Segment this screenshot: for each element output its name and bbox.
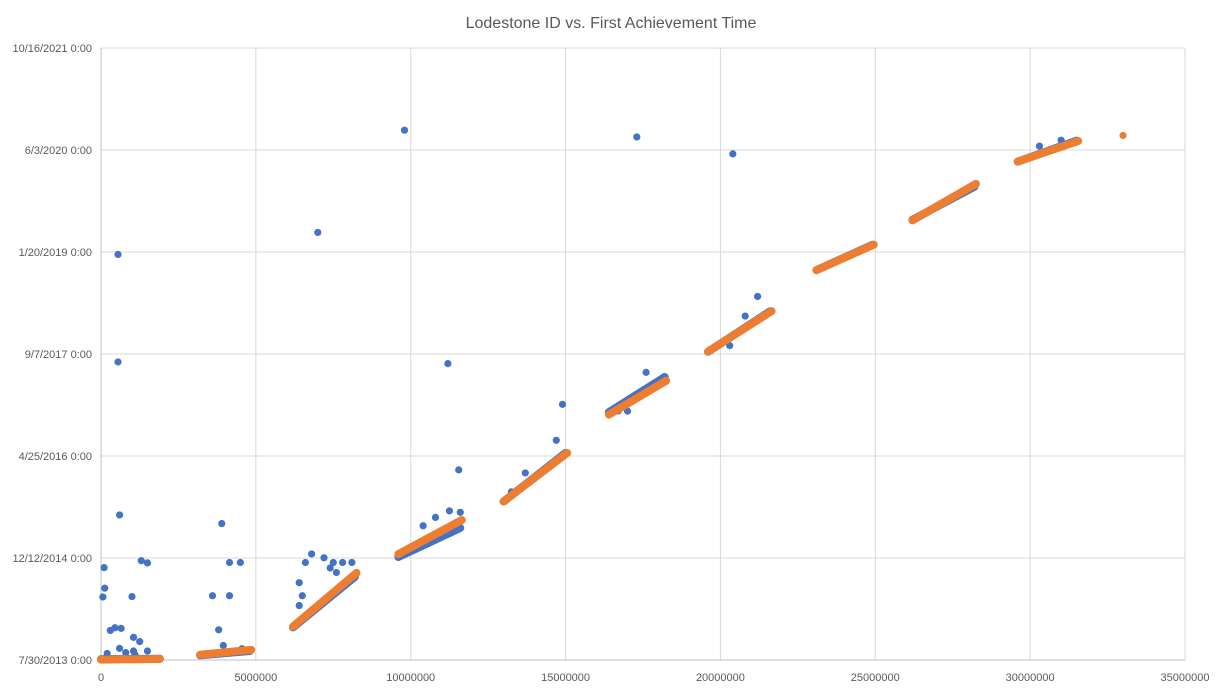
series-1-point	[236, 558, 244, 567]
chart-title: Lodestone ID vs. First Achievement Time	[466, 15, 757, 32]
series-1-point	[100, 563, 108, 572]
axes	[100, 48, 1185, 661]
series-1-point	[208, 592, 217, 600]
series-1-point	[431, 513, 440, 522]
series-2-cluster	[394, 516, 466, 559]
series-2	[97, 131, 1127, 664]
series-1-point	[400, 126, 409, 134]
series-1-point	[753, 292, 762, 301]
tick-labels: 7/30/2013 0:00 12/12/2014 0:00 4/25/2016 0…	[12, 43, 1209, 684]
series-1-point	[115, 511, 124, 519]
series-1-point	[444, 359, 452, 368]
series-1-point	[456, 508, 464, 516]
series-1-point	[99, 593, 107, 601]
series-1-point	[308, 550, 316, 558]
series-1-point	[329, 558, 337, 567]
series-2-cluster	[704, 307, 776, 356]
x-tick-label: 5000000	[234, 672, 277, 684]
series-1-point	[101, 584, 109, 592]
series-1-point	[320, 554, 328, 562]
x-tick-label: 20000000	[696, 672, 745, 684]
series-1-point	[1035, 142, 1044, 150]
y-tick-label: 1/20/2019 0:00	[19, 247, 92, 259]
series-1-point	[115, 644, 124, 652]
y-tick-label: 6/3/2020 0:00	[25, 145, 92, 157]
y-tick-label: 7/30/2013 0:00	[19, 655, 92, 667]
series-1-point	[225, 558, 234, 567]
series-1-point	[114, 250, 122, 259]
series-2-cluster	[499, 448, 572, 506]
series-1-point	[301, 558, 310, 567]
series-1-point	[521, 469, 529, 477]
series-1-point	[215, 626, 223, 634]
series-1-point	[348, 558, 356, 567]
x-tick-label: 35000000	[1161, 672, 1210, 684]
series-1-point	[137, 557, 145, 565]
x-tick-label: 10000000	[386, 672, 435, 684]
series-1-point	[128, 592, 136, 601]
series-1-point	[295, 601, 303, 610]
series-1-point	[729, 150, 737, 158]
gridlines	[101, 47, 1186, 660]
series-1-point	[129, 633, 138, 641]
series-1-point	[552, 436, 560, 444]
series-1-point	[103, 649, 111, 658]
series-1-point	[219, 641, 227, 650]
series-1-point	[122, 649, 130, 657]
y-tick-label: 4/25/2016 0:00	[19, 451, 92, 463]
series-2-cluster	[1013, 137, 1083, 166]
series-2-cluster	[908, 179, 980, 225]
x-tick-label: 30000000	[1006, 672, 1055, 684]
series-2-cluster	[289, 568, 361, 631]
series-1-point	[295, 579, 303, 587]
series-1-point	[114, 358, 122, 366]
series-1-point	[143, 559, 152, 567]
series-1-point	[642, 368, 650, 376]
series-layer	[97, 126, 1127, 664]
series-1-point	[338, 558, 347, 567]
x-tick-label: 25000000	[851, 672, 900, 684]
series-2-cluster	[812, 240, 878, 275]
series-1-point	[419, 522, 427, 530]
series-1-point	[314, 228, 322, 237]
series-1-point	[633, 133, 641, 141]
x-tick-label: 15000000	[541, 672, 590, 684]
y-tick-label: 12/12/2014 0:00	[12, 553, 92, 565]
series-1-point	[332, 568, 340, 577]
series-2-cluster	[97, 654, 164, 664]
x-tick-label: 0	[98, 672, 104, 684]
series-1-point	[225, 592, 234, 600]
series-1-point	[117, 624, 125, 632]
series-1-point	[298, 592, 306, 600]
series-1-point	[218, 519, 226, 528]
series-1-point	[326, 564, 334, 572]
series-1-point	[741, 312, 749, 320]
series-2-cluster	[196, 645, 256, 659]
series-2-cluster	[604, 376, 671, 419]
y-tick-label: 10/16/2021 0:00	[12, 43, 92, 55]
series-1-point	[558, 400, 567, 408]
y-tick-label: 9/7/2017 0:00	[25, 349, 92, 361]
series-1-point	[136, 638, 144, 646]
series-1-point	[726, 342, 734, 350]
series-1-point	[111, 624, 119, 632]
series-1-point	[445, 507, 454, 515]
series-2-point	[1119, 131, 1127, 140]
series-1-point	[623, 407, 632, 415]
series-1-point	[455, 466, 463, 474]
series-1-point	[143, 647, 152, 655]
